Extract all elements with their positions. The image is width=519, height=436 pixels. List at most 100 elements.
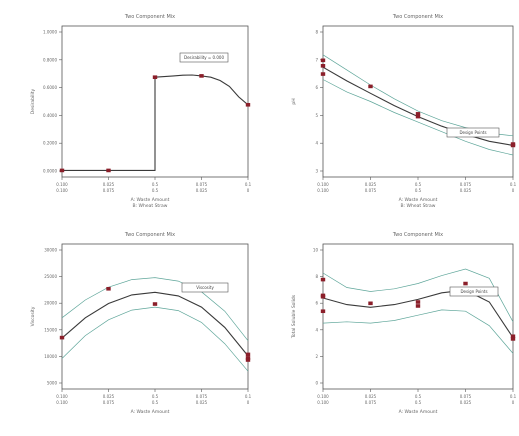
chart-1-fit-line (62, 74, 249, 171)
chart-2-y-tick-label: 6 (315, 85, 318, 90)
chart-1-x-tick-label-a: 0.5 (152, 182, 159, 187)
chart-4-fit-line (322, 289, 514, 338)
chart-4-x-axis-label-a: A: Waste Amount (399, 409, 438, 415)
chart-2-y-tick-label: 4 (315, 141, 318, 146)
chart-4-design-point (368, 301, 373, 306)
chart-3-confidence-band-1 (61, 277, 249, 341)
chart-4-x-tick-label-a: 0.100 (317, 394, 329, 399)
chart-1-y-tick-label: 0.2000 (43, 141, 57, 146)
chart-2-y-tick-label: 7 (315, 57, 318, 62)
chart-3-x-tick-label-b: 0.025 (196, 400, 208, 405)
chart-3-y-tick-label: 15000 (44, 327, 57, 332)
chart-3-x-tick-label-b: 0 (247, 400, 250, 405)
chart-4-confidence-band-2 (322, 309, 514, 354)
chart-1-x-tick-label-b: 0.025 (196, 188, 208, 193)
chart-3-x-tick-label-a: 0.100 (56, 394, 68, 399)
chart-4-x-tick-label-a: 0.025 (365, 394, 377, 399)
chart-1-x-axis-label-a: A: Waste Amount (131, 197, 170, 203)
chart-4-design-point (510, 337, 516, 341)
chart-1-design-point (59, 168, 65, 173)
chart-1-design-point (199, 74, 204, 78)
chart-2-title: Two Component Mix (392, 14, 443, 20)
chart-4-plot-frame (322, 243, 514, 390)
chart-3-x-axis-label-a: A: Waste Amount (131, 409, 170, 415)
chart-4-design-point (320, 309, 326, 314)
chart-4-design-point (320, 277, 326, 282)
chart-4-y-tick-label: 4 (315, 327, 318, 332)
chart-3-x-tick-label-b: 0.100 (56, 400, 68, 405)
chart-2-design-point (415, 114, 421, 119)
chart-4-design-point (415, 300, 421, 304)
chart-2-x-tick-label-a: 0.100 (317, 182, 329, 187)
chart-1-y-tick-label: 0.8000 (43, 57, 57, 62)
chart-4-design-point (320, 294, 326, 299)
chart-4-design-point (510, 334, 516, 339)
chart-4-design-point (463, 281, 468, 286)
chart-3-callout-label: Viscosity (196, 285, 214, 290)
chart-1-y-axis-label: Desirability (30, 88, 36, 114)
chart-1-x-tick-label-b: 0.100 (56, 188, 68, 193)
chart-2-x-tick-label-a: 0.075 (460, 182, 472, 187)
chart-2-x-tick-label-a: 0.025 (365, 182, 377, 187)
chart-3-y-tick-label: 25000 (44, 274, 57, 279)
chart-1-x-tick-label-a: 0.100 (56, 182, 68, 187)
chart-2-design-point (320, 72, 326, 76)
chart-2-x-axis-label-a: A: Waste Amount (399, 197, 438, 203)
chart-4-y-tick-label: 0 (315, 381, 318, 386)
chart-2-x-axis-label-b: B: Wheat Straw (401, 203, 436, 209)
chart-1-y-tick-label: 0.4000 (43, 113, 57, 118)
chart-2-x-tick-label-a: 0.5 (415, 182, 422, 187)
chart-2-x-tick-label-a: 0.1 (510, 182, 517, 187)
chart-3-x-tick-label-b: 0.075 (103, 400, 115, 405)
chart-3-x-tick-label-a: 0.075 (196, 394, 208, 399)
chart-1-callout-box (179, 52, 229, 63)
chart-4-title: Two Component Mix (392, 232, 443, 238)
chart-1-callout-label: Desirability = 0.000 (184, 55, 224, 60)
chart-4-callout-label: Design Points (460, 289, 487, 294)
chart-4-y-tick-label: 6 (315, 301, 318, 306)
chart-3-title: Two Component Mix (124, 232, 175, 238)
chart-4-confidence-band-1 (322, 268, 514, 322)
chart-2-x-tick-label-b: 0.5 (415, 188, 422, 193)
chart-2-y-tick-label: 5 (315, 113, 318, 118)
chart-1-title: Two Component Mix (124, 14, 175, 20)
chart-3-y-axis-label: Viscosity (30, 306, 36, 326)
chart-1-y-tick-label: 0.0000 (43, 169, 57, 174)
chart-2-design-point (320, 64, 326, 68)
chart-2-y-tick-label: 3 (315, 169, 318, 174)
chart-4-callout-box (449, 286, 499, 297)
chart-1-x-axis-label-b: B: Wheat Straw (133, 203, 168, 209)
chart-4-x-tick-label-b: 0.025 (460, 400, 472, 405)
chart-2-design-point (510, 143, 516, 148)
chart-1-x-tick-label-b: 0.075 (103, 188, 115, 193)
chart-1-x-tick-label-a: 0.025 (103, 182, 115, 187)
chart-3-design-point (59, 335, 65, 340)
chart-4-y-tick-label: 8 (315, 274, 318, 279)
chart-2-design-point (320, 58, 326, 63)
chart-3-y-tick-label: 5000 (47, 381, 58, 386)
chart-3-x-tick-label-a: 0.5 (152, 394, 159, 399)
chart-3-x-tick-label-a: 0.1 (245, 394, 252, 399)
chart-1-design-point (245, 102, 251, 107)
chart-2-x-tick-label-b: 0.025 (460, 188, 472, 193)
chart-2-y-axis-label: pH (291, 98, 297, 104)
chart-2-design-point (368, 84, 373, 89)
chart-3-y-tick-label: 10000 (44, 354, 57, 359)
chart-3-y-tick-label: 30000 (44, 248, 57, 253)
chart-3-design-point (245, 352, 251, 357)
chart-3-fit-line (61, 291, 249, 357)
chart-4-y-tick-label: 10 (313, 248, 319, 253)
chart-3-y-tick-label: 20000 (44, 301, 57, 306)
chart-2-x-tick-label-b: 0.075 (365, 188, 377, 193)
chart-4-x-tick-label-b: 0.075 (365, 400, 377, 405)
chart-1-y-tick-label: 0.6000 (43, 85, 57, 90)
chart-1-design-point (152, 75, 158, 80)
chart-2-confidence-band-2 (322, 79, 514, 156)
chart-4-x-tick-label-a: 0.075 (460, 394, 472, 399)
chart-4-design-point (415, 304, 421, 308)
chart-3-design-point (106, 286, 111, 291)
chart-4-x-tick-label-b: 0.100 (317, 400, 329, 405)
chart-4-x-tick-label-b: 0 (512, 400, 515, 405)
chart-3-design-point (152, 302, 158, 306)
